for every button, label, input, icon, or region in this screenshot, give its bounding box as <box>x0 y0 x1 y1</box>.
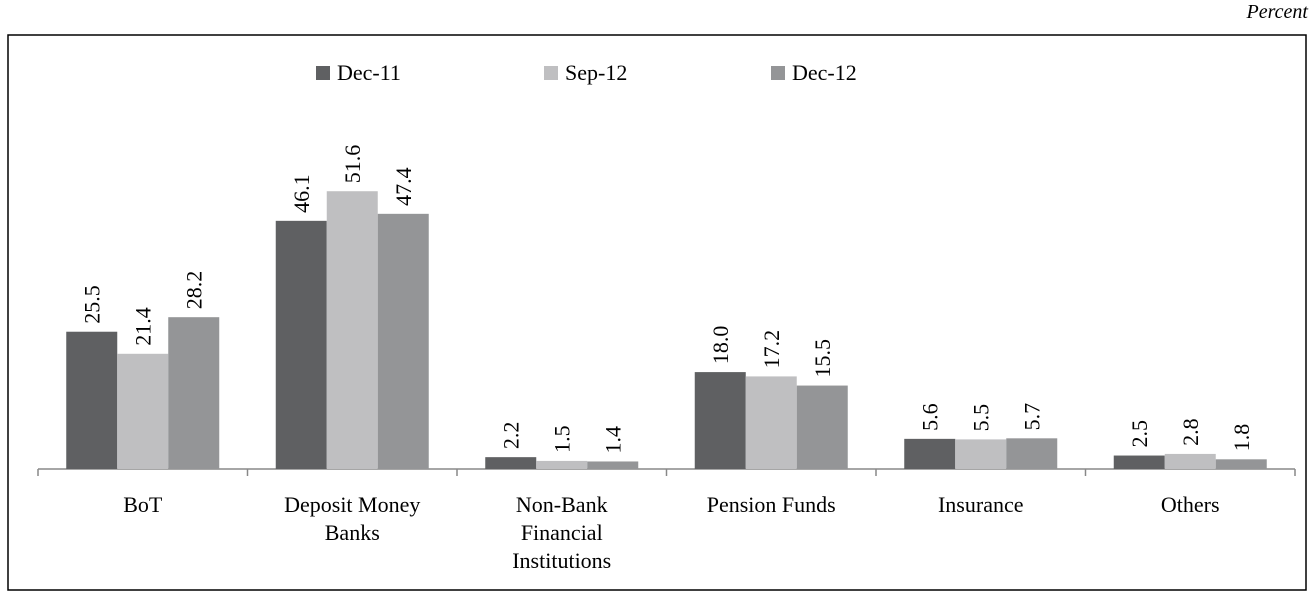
legend-swatch <box>544 66 558 80</box>
value-label: 5.7 <box>1020 403 1045 431</box>
bar <box>587 461 639 469</box>
value-label: 46.1 <box>289 174 314 213</box>
value-label: 5.6 <box>918 403 943 431</box>
bar <box>66 331 118 469</box>
bar <box>485 457 537 469</box>
value-label: 51.6 <box>340 145 365 184</box>
x-tick-label: Pension Funds <box>706 492 836 517</box>
value-label: 1.5 <box>550 425 575 453</box>
x-tick-label: Deposit Money Banks <box>284 492 421 545</box>
value-label: 25.5 <box>80 285 105 324</box>
value-label: 18.0 <box>708 326 733 365</box>
value-label: 21.4 <box>131 307 156 346</box>
legend-swatch <box>771 66 785 80</box>
frame <box>7 34 1307 591</box>
bar <box>745 376 797 469</box>
bar <box>275 220 327 469</box>
bar <box>694 372 746 469</box>
bar <box>955 439 1007 469</box>
bar <box>377 213 429 469</box>
value-label: 2.5 <box>1127 420 1152 448</box>
value-label: 1.4 <box>601 426 626 454</box>
x-tick-label: Others <box>1160 492 1220 517</box>
bar <box>1113 455 1165 469</box>
bar <box>326 191 378 469</box>
value-label: 1.8 <box>1229 424 1254 452</box>
value-label: 47.4 <box>391 167 416 206</box>
bar <box>1215 459 1267 469</box>
value-label: 15.5 <box>810 339 835 378</box>
value-label: 17.2 <box>759 330 784 369</box>
value-label: 28.2 <box>182 271 207 310</box>
legend-label: Sep-12 <box>565 60 627 85</box>
bar <box>1164 453 1216 469</box>
bar <box>168 317 220 469</box>
bar <box>1006 438 1058 469</box>
value-label: 2.2 <box>499 422 524 450</box>
value-label: 2.8 <box>1178 418 1203 446</box>
legend-label: Dec-11 <box>337 60 401 85</box>
legend-swatch <box>316 66 330 80</box>
x-tick-label: BoT <box>123 492 163 517</box>
bar <box>117 353 169 469</box>
bar <box>904 438 956 469</box>
bar <box>536 460 588 469</box>
bar <box>796 385 848 469</box>
legend-label: Dec-12 <box>792 60 857 85</box>
x-tick-label: Insurance <box>937 492 1024 517</box>
value-label: 5.5 <box>969 404 994 432</box>
unit-annotation: Percent <box>1246 1 1309 23</box>
x-tick-label: Non-Bank Financial Institutions <box>512 492 612 573</box>
